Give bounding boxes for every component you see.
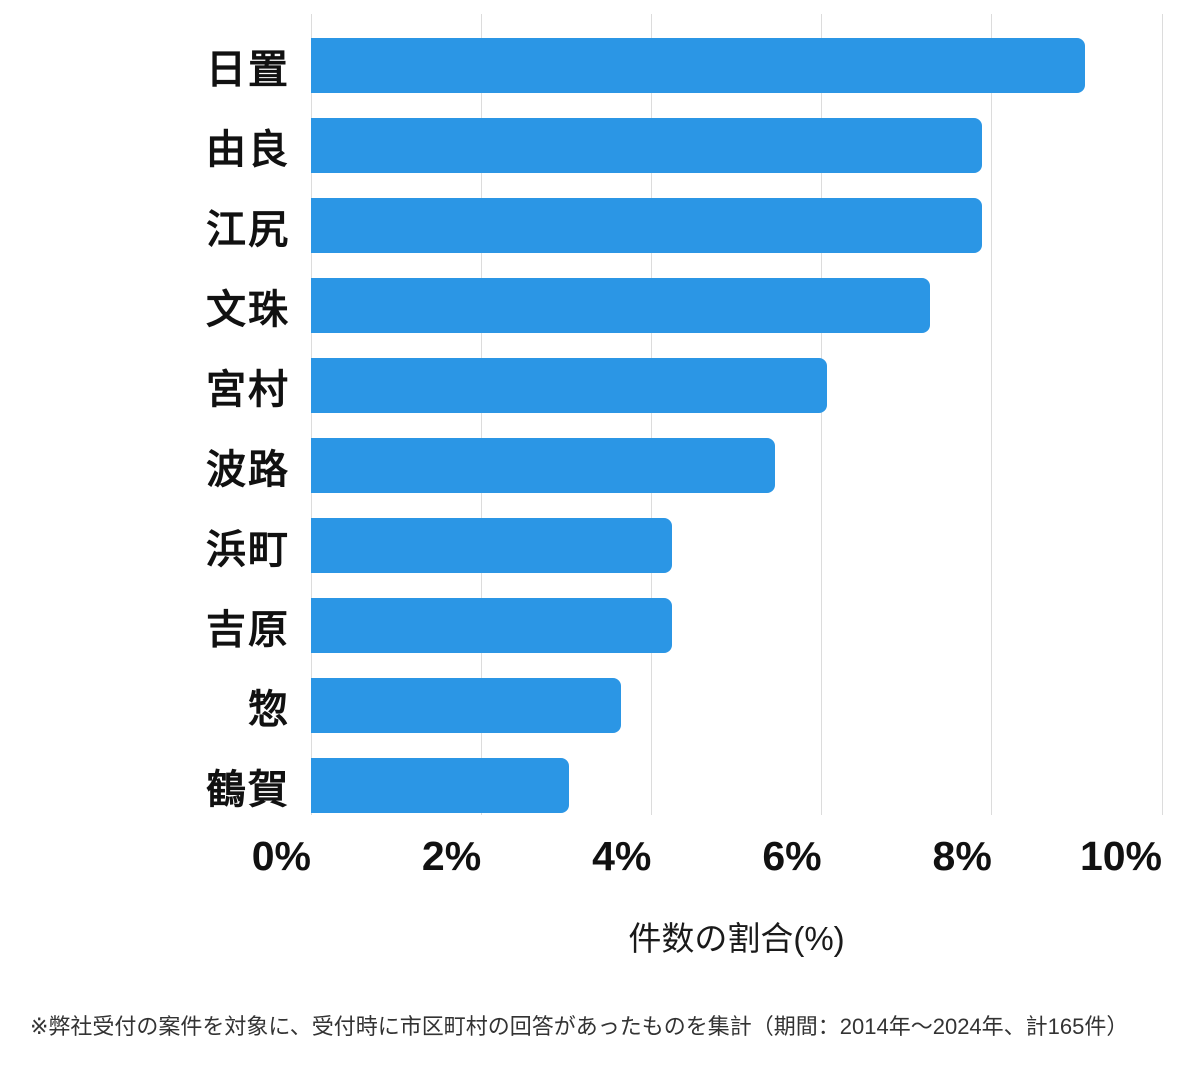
bar-文珠 bbox=[311, 278, 930, 333]
bar-江尻 bbox=[311, 198, 982, 253]
bar-鶴賀 bbox=[311, 758, 569, 813]
bar-由良 bbox=[311, 118, 982, 173]
x-tick-label: 0% bbox=[251, 833, 311, 879]
bar-浜町 bbox=[311, 518, 672, 573]
bar-惣 bbox=[311, 678, 621, 733]
gridline bbox=[821, 14, 823, 815]
category-label: 浜町 bbox=[206, 527, 290, 572]
bar-宮村 bbox=[311, 358, 827, 413]
category-label: 惣 bbox=[248, 687, 290, 732]
gridline bbox=[310, 14, 312, 815]
gridline bbox=[1161, 14, 1163, 815]
x-tick-label: 10% bbox=[1079, 833, 1162, 879]
x-tick-label: 2% bbox=[421, 833, 482, 879]
plot-area bbox=[310, 14, 1163, 815]
footnote: ※弊社受付の案件を対象に、受付時に市区町村の回答があったものを集計（期間：201… bbox=[30, 1014, 1129, 1039]
x-axis-tick-labels: 0% 2% 4% 6% 8% 10% bbox=[252, 833, 1162, 884]
bar-吉原 bbox=[311, 598, 672, 653]
category-labels-layer: 日置由良江尻文珠宮村波路浜町吉原惣鶴賀 bbox=[0, 14, 290, 815]
category-label: 江尻 bbox=[206, 207, 290, 252]
gridline bbox=[991, 14, 993, 815]
x-tick-label: 6% bbox=[762, 833, 822, 879]
x-axis-label: 件数の割合(%) bbox=[628, 920, 845, 957]
category-label: 波路 bbox=[206, 447, 290, 492]
category-label: 吉原 bbox=[206, 607, 290, 652]
gridline bbox=[480, 14, 482, 815]
bar-日置 bbox=[311, 38, 1085, 93]
x-tick-label: 4% bbox=[592, 833, 652, 879]
category-label: 由良 bbox=[206, 127, 290, 172]
x-tick-label: 8% bbox=[932, 833, 992, 879]
bar-波路 bbox=[311, 438, 775, 493]
gridline bbox=[650, 14, 652, 815]
category-label: 日置 bbox=[206, 47, 290, 92]
category-label: 文珠 bbox=[206, 287, 290, 332]
category-label: 宮村 bbox=[206, 367, 290, 412]
category-label: 鶴賀 bbox=[206, 767, 290, 812]
